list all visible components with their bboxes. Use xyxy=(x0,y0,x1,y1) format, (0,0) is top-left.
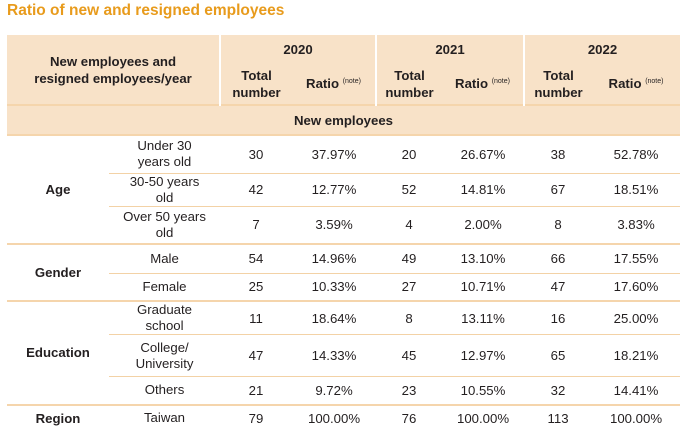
total-number-cell: 45 xyxy=(376,334,443,377)
total-number-cell: 47 xyxy=(220,334,293,377)
total-number-cell: 23 xyxy=(376,376,443,405)
total-number-cell: 32 xyxy=(524,376,593,405)
ratio-note: (note) xyxy=(342,78,361,85)
ratio-cell: 10.55% xyxy=(442,376,525,405)
category-education: Education xyxy=(7,300,109,405)
total-number-cell: 113 xyxy=(524,403,593,431)
ratio-header-2022: Ratio (note) xyxy=(592,63,680,105)
total-number-header-2021: Total number xyxy=(375,63,443,105)
table-row: Education Graduate school 11 18.64% 8 13.11% 1… xyxy=(7,300,681,405)
total-number-cell: 47 xyxy=(524,272,593,301)
ratio-cell: 9.72% xyxy=(292,376,377,405)
total-number-cell: 52 xyxy=(376,172,443,206)
year-header-2021: 2021 xyxy=(375,35,525,63)
category-region: Region xyxy=(7,403,109,431)
row-label: Under 30 years old xyxy=(109,134,221,173)
total-number-cell: 27 xyxy=(376,272,443,301)
ratio-cell: 12.77% xyxy=(292,172,377,206)
total-number-header-2020: Total number xyxy=(219,63,293,105)
ratio-cell: 10.33% xyxy=(292,272,377,301)
ratio-cell: 13.11% xyxy=(442,300,525,335)
ratio-cell: 18.64% xyxy=(292,300,377,335)
header-corner-cell: New employees and resigned employees/yea… xyxy=(34,53,192,86)
total-number-cell: 65 xyxy=(524,334,593,377)
ratio-cell: 100.00% xyxy=(292,403,377,431)
ratio-cell: 14.81% xyxy=(442,172,525,206)
category-age: Age xyxy=(7,134,109,244)
ratio-cell: 2.00% xyxy=(442,205,525,244)
total-number-cell: 66 xyxy=(524,243,593,273)
table-row: Female 25 10.33% 27 10.71% 47 17.60% xyxy=(7,272,681,301)
ratio-header-2020: Ratio (note) xyxy=(292,63,376,105)
total-number-cell: 11 xyxy=(220,300,293,335)
ratio-cell: 10.71% xyxy=(442,272,525,301)
ratio-cell: 18.21% xyxy=(592,334,681,377)
table-title: Ratio of new and resigned employees xyxy=(7,2,285,19)
row-label: 30-50 years old xyxy=(109,172,221,206)
ratio-cell: 26.67% xyxy=(442,134,525,173)
row-label: Others xyxy=(109,376,221,405)
ratio-note: (note) xyxy=(645,78,664,85)
ratio-cell: 13.10% xyxy=(442,243,525,273)
ratio-cell: 17.55% xyxy=(592,243,681,273)
ratio-cell: 14.96% xyxy=(292,243,377,273)
table-row: 30-50 years old 42 12.77% 52 14.81% 67 18.51% xyxy=(7,172,681,206)
total-number-cell: 8 xyxy=(524,205,593,244)
table-row: Region Taiwan 79 100.00% 76 100.00% 113 100.00% xyxy=(7,403,681,431)
total-number-cell: 79 xyxy=(220,403,293,431)
ratio-note: (note) xyxy=(491,78,510,85)
year-header-2020: 2020 xyxy=(219,35,377,63)
table-row: Gender Male 54 14.96% 49 13.10% 66 17.55% xyxy=(7,243,681,301)
ratio-cell: 25.00% xyxy=(592,300,681,335)
total-number-cell: 7 xyxy=(220,205,293,244)
ratio-cell: 37.97% xyxy=(292,134,377,173)
total-number-cell: 42 xyxy=(220,172,293,206)
total-number-cell: 67 xyxy=(524,172,593,206)
row-label: College/ University xyxy=(109,334,221,377)
ratio-cell: 3.83% xyxy=(592,205,681,244)
ratio-cell: 3.59% xyxy=(292,205,377,244)
total-number-cell: 20 xyxy=(376,134,443,173)
employee-ratio-table: New employees and resigned employees/yea… xyxy=(7,35,681,431)
total-number-cell: 25 xyxy=(220,272,293,301)
ratio-cell: 14.33% xyxy=(292,334,377,377)
ratio-cell: 100.00% xyxy=(592,403,681,431)
total-number-cell: 8 xyxy=(376,300,443,335)
total-number-cell: 49 xyxy=(376,243,443,273)
row-label: Graduate school xyxy=(109,300,221,335)
total-number-cell: 38 xyxy=(524,134,593,173)
category-gender: Gender xyxy=(7,243,109,301)
ratio-cell: 18.51% xyxy=(592,172,681,206)
row-label: Taiwan xyxy=(109,403,221,431)
ratio-label: Ratio xyxy=(608,76,642,91)
row-label: Over 50 years old xyxy=(109,205,221,244)
section-new-employees: New employees xyxy=(7,104,681,135)
ratio-label: Ratio xyxy=(306,76,340,91)
year-header-2022: 2022 xyxy=(523,35,681,63)
total-number-cell: 76 xyxy=(376,403,443,431)
table-row: College/ University 47 14.33% 45 12.97% 65 18.… xyxy=(7,334,681,377)
ratio-header-2021: Ratio (note) xyxy=(442,63,524,105)
ratio-cell: 12.97% xyxy=(442,334,525,377)
total-number-cell: 54 xyxy=(220,243,293,273)
ratio-cell: 17.60% xyxy=(592,272,681,301)
ratio-cell: 14.41% xyxy=(592,376,681,405)
ratio-cell: 100.00% xyxy=(442,403,525,431)
total-number-cell: 21 xyxy=(220,376,293,405)
ratio-cell: 52.78% xyxy=(592,134,681,173)
total-number-cell: 16 xyxy=(524,300,593,335)
total-number-cell: 30 xyxy=(220,134,293,173)
total-number-cell: 4 xyxy=(376,205,443,244)
table-row: Over 50 years old 7 3.59% 4 2.00% 8 3.83% xyxy=(7,205,681,244)
table-row: Age Under 30 years old 30 37.97% 20 26.67% 38 5… xyxy=(7,134,681,244)
table-row: Others 21 9.72% 23 10.55% 32 14.41% xyxy=(7,376,681,405)
row-label: Male xyxy=(109,243,221,273)
total-number-header-2022: Total number xyxy=(523,63,593,105)
ratio-label: Ratio xyxy=(455,76,489,91)
row-label: Female xyxy=(109,272,221,301)
